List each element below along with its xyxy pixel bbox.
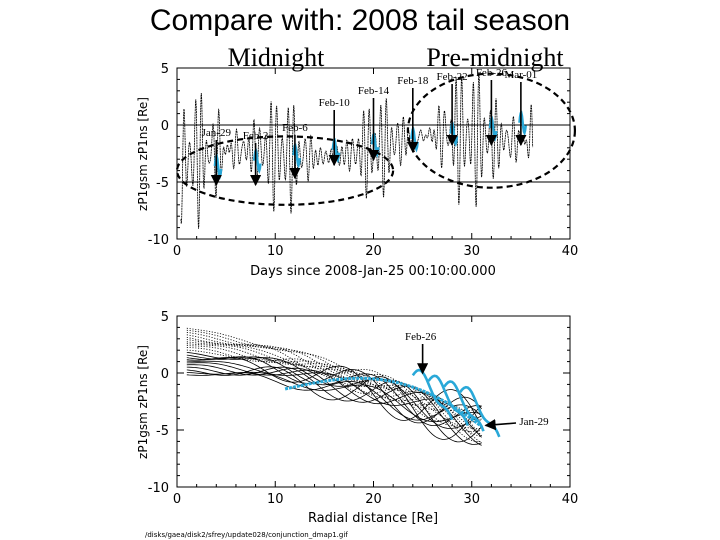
slide-title: Compare with: 2008 tail season bbox=[149, 4, 571, 37]
bottom-xtick-label: 10 bbox=[267, 492, 284, 507]
conjunction-date-label: Feb-2 bbox=[243, 130, 269, 142]
top-xtick-label: 20 bbox=[365, 244, 382, 259]
bottom-xtick-label: 30 bbox=[463, 492, 480, 507]
top-y-axis-label: zP1gsm zP1ns [Re] bbox=[136, 97, 150, 211]
conjunction-date-label: Feb-14 bbox=[358, 85, 390, 97]
highlight-trace-segment bbox=[427, 374, 470, 426]
highlight-trace bbox=[284, 376, 483, 428]
midnight-region-ellipse bbox=[175, 135, 395, 206]
orbit-trace-solid bbox=[186, 354, 482, 426]
orbit-trace-dotted bbox=[186, 332, 482, 432]
footer-file-path: /disks/gaea/disk2/sfrey/update028/conjun… bbox=[145, 531, 348, 539]
jan-29-arrow bbox=[484, 419, 517, 431]
bottom-xtick-label: 40 bbox=[562, 492, 579, 507]
orbit-trace-solid bbox=[186, 372, 482, 421]
highlight-trace-segment bbox=[458, 385, 501, 438]
highlight-trace-segment bbox=[443, 380, 485, 432]
orbit-trace-solid bbox=[186, 366, 482, 443]
bottom-ytick-label: -10 bbox=[148, 481, 169, 496]
conjunction-date-label: Feb-26 bbox=[476, 67, 508, 79]
feb-26-label: Feb-26 bbox=[405, 331, 437, 343]
bottom-x-axis-label: Radial distance [Re] bbox=[308, 511, 438, 526]
orbit-trace-solid bbox=[186, 360, 482, 438]
bottom-ytick-label: -5 bbox=[156, 424, 169, 439]
conjunction-date-label: Feb-10 bbox=[319, 97, 351, 109]
orbit-trace-dotted bbox=[186, 343, 482, 436]
pre-midnight-label: Pre-midnight bbox=[426, 43, 564, 72]
top-trace-solid bbox=[180, 73, 534, 229]
top-xtick-label: 10 bbox=[267, 244, 284, 259]
conjunction-date-label: Jan-29 bbox=[202, 127, 232, 139]
bottom-ytick-label: 5 bbox=[161, 310, 169, 325]
bottom-xtick-label: 20 bbox=[365, 492, 382, 507]
top-ytick-label: -5 bbox=[156, 176, 169, 191]
bottom-y-axis-label: zP1gsm zP1ns [Re] bbox=[136, 345, 150, 459]
conjunction-date-label: Feb-18 bbox=[397, 75, 429, 87]
orbit-trace-dotted bbox=[186, 345, 482, 444]
conjunction-date-label: Feb-6 bbox=[282, 122, 308, 134]
orbit-trace-dotted bbox=[186, 347, 482, 443]
orbit-trace-solid bbox=[186, 352, 482, 429]
bottom-ytick-label: 0 bbox=[161, 367, 169, 382]
top-xtick-label: 30 bbox=[463, 244, 480, 259]
orbit-trace-dotted bbox=[186, 329, 482, 437]
top-x-axis-label: Days since 2008-Jan-25 00:10:00.000 bbox=[250, 264, 496, 279]
top-xtick-label: 0 bbox=[173, 244, 181, 259]
conjunction-date-label: Mar-01 bbox=[504, 69, 537, 81]
orbit-trace-solid bbox=[186, 366, 482, 440]
bottom-xtick-label: 0 bbox=[173, 492, 181, 507]
midnight-label: Midnight bbox=[228, 43, 326, 72]
top-ytick-label: -10 bbox=[148, 233, 169, 248]
jan-29-label: Jan-29 bbox=[519, 416, 549, 428]
orbit-trace-solid bbox=[186, 357, 482, 428]
top-ytick-label: 0 bbox=[161, 119, 169, 134]
conjunction-date-label: Feb-22 bbox=[437, 71, 468, 83]
top-xtick-label: 40 bbox=[562, 244, 579, 259]
top-ytick-label: 5 bbox=[161, 62, 169, 77]
pre-midnight-region-ellipse bbox=[406, 72, 577, 189]
